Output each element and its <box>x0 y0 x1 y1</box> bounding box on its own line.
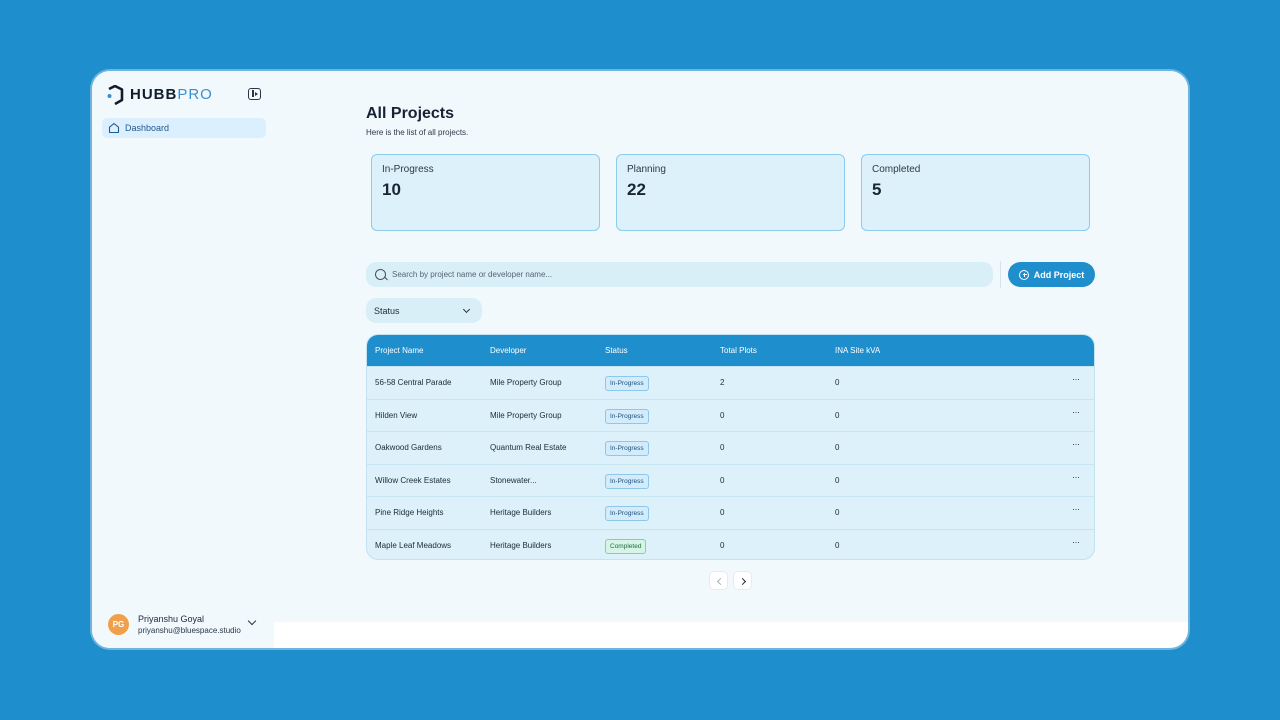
status-badge: In-Progress <box>605 408 649 424</box>
developer-cell: Stonewater... <box>490 475 537 485</box>
kva-cell: 0 <box>835 508 840 518</box>
status-badge: In-Progress <box>605 506 649 522</box>
table-row[interactable]: Hilden View Mile Property Group In-Progr… <box>367 398 1094 432</box>
sidebar-item-label: Dashboard <box>125 123 170 133</box>
column-header[interactable]: Status <box>605 346 628 355</box>
previous-page-button[interactable] <box>709 571 728 590</box>
kva-cell: 0 <box>835 410 840 420</box>
user-menu[interactable]: PG Priyanshu Goyal priyanshu@bluespace.s… <box>108 609 268 639</box>
stat-value: 5 <box>872 180 882 199</box>
home-icon <box>108 122 120 134</box>
user-name: Priyanshu Goyal <box>138 613 205 624</box>
stat-card-in-progress: In-Progress 10 <box>371 154 600 231</box>
developer-cell: Mile Property Group <box>490 378 562 388</box>
total-plots-cell: 2 <box>720 378 725 388</box>
column-header[interactable]: Developer <box>490 346 527 355</box>
search-bar[interactable] <box>366 262 993 287</box>
next-page-button[interactable] <box>733 571 752 590</box>
user-email: priyanshu@bluespace.studio <box>138 625 241 635</box>
logo-text-bold: HUBB <box>130 86 178 103</box>
stat-card-completed: Completed 5 <box>861 154 1090 231</box>
add-project-label: Add Project <box>1033 269 1085 280</box>
collapse-sidebar-icon[interactable] <box>248 88 261 100</box>
table-row[interactable]: 56-58 Central Parade Mile Property Group… <box>367 366 1094 399</box>
stat-label: Completed <box>872 164 921 175</box>
stat-label: Planning <box>627 164 666 175</box>
sidebar: HUBBPRO Dashboard PG Priyanshu Goyal pri… <box>92 71 274 648</box>
search-input[interactable] <box>392 270 972 279</box>
developer-cell: Quantum Real Estate <box>490 443 567 453</box>
table-row[interactable]: Maple Leaf Meadows Heritage Builders Com… <box>367 528 1094 560</box>
table-row[interactable]: Pine Ridge Heights Heritage Builders In-… <box>367 496 1094 529</box>
logo-text-light: PRO <box>177 86 213 103</box>
total-plots-cell: 0 <box>720 475 725 485</box>
kva-cell: 0 <box>835 475 840 485</box>
kva-cell: 0 <box>835 443 840 453</box>
plus-circle-icon <box>1018 269 1029 280</box>
more-options-icon[interactable]: ··· <box>1072 406 1080 417</box>
main-content: All Projects Here is the list of all pro… <box>274 71 1188 622</box>
project-name-cell: Maple Leaf Meadows <box>375 540 452 550</box>
developer-cell: Mile Property Group <box>490 410 562 420</box>
status-badge: In-Progress <box>605 376 649 392</box>
status-filter-select[interactable]: Status <box>366 298 482 323</box>
project-name-cell: Pine Ridge Heights <box>375 508 444 518</box>
project-name-cell: Oakwood Gardens <box>375 443 442 453</box>
logo[interactable]: HUBBPRO <box>106 85 213 105</box>
more-options-icon[interactable]: ··· <box>1072 439 1080 449</box>
status-filter-label: Status <box>374 305 400 316</box>
project-name-cell: Willow Creek Estates <box>375 475 451 485</box>
kva-cell: 0 <box>835 540 840 550</box>
user-info: Priyanshu Goyal priyanshu@bluespace.stud… <box>138 613 241 636</box>
pagination <box>709 571 752 590</box>
divider <box>1000 261 1001 288</box>
sidebar-item-dashboard[interactable]: Dashboard <box>102 118 266 138</box>
total-plots-cell: 0 <box>720 540 725 550</box>
table-row[interactable]: Oakwood Gardens Quantum Real Estate In-P… <box>367 431 1094 464</box>
more-options-icon[interactable]: ··· <box>1072 504 1080 514</box>
search-icon <box>375 269 386 280</box>
total-plots-cell: 0 <box>720 508 725 518</box>
logo-mark-icon <box>107 85 124 105</box>
kva-cell: 0 <box>835 378 840 388</box>
stat-label: In-Progress <box>382 164 434 175</box>
projects-table: Project Name Developer Status Total Plot… <box>366 334 1095 560</box>
status-badge: Completed <box>605 538 647 554</box>
total-plots-cell: 0 <box>720 443 725 453</box>
more-options-icon[interactable]: ··· <box>1072 374 1080 384</box>
more-options-icon[interactable]: ··· <box>1072 536 1080 547</box>
table-header: Project Name Developer Status Total Plot… <box>367 335 1094 366</box>
stat-card-planning: Planning 22 <box>616 154 845 231</box>
column-header[interactable]: INA Site kVA <box>835 346 881 355</box>
developer-cell: Heritage Builders <box>490 540 552 550</box>
chevron-down-icon[interactable] <box>247 616 257 626</box>
logo-text: HUBBPRO <box>130 85 213 105</box>
chevron-down-icon <box>462 305 471 314</box>
page-title: All Projects <box>366 105 455 122</box>
more-options-icon[interactable]: ··· <box>1072 471 1080 482</box>
table-row[interactable]: Willow Creek Estates Stonewater... In-Pr… <box>367 463 1094 497</box>
stat-value: 10 <box>382 180 401 199</box>
status-badge: In-Progress <box>605 473 649 489</box>
page-subtitle: Here is the list of all projects. <box>366 128 469 137</box>
app-window: HUBBPRO Dashboard PG Priyanshu Goyal pri… <box>92 71 1188 648</box>
status-badge: In-Progress <box>605 441 649 457</box>
add-project-button[interactable]: Add Project <box>1008 262 1095 287</box>
stat-value: 22 <box>627 180 646 199</box>
avatar: PG <box>108 613 129 635</box>
project-name-cell: 56-58 Central Parade <box>375 378 452 388</box>
column-header[interactable]: Project Name <box>375 346 424 355</box>
column-header[interactable]: Total Plots <box>720 346 757 355</box>
project-name-cell: Hilden View <box>375 410 418 420</box>
total-plots-cell: 0 <box>720 410 725 420</box>
developer-cell: Heritage Builders <box>490 508 552 518</box>
